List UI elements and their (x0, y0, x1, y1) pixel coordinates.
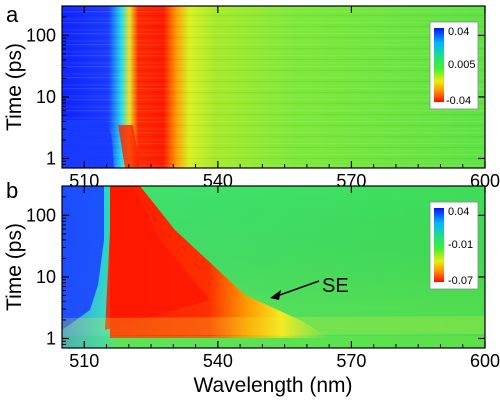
se-arrow (276, 280, 320, 297)
plot-frame-b (61, 185, 486, 349)
colorbar-b-mid: -0.01 (448, 239, 473, 251)
colorbar-a-max: 0.04 (448, 26, 469, 38)
y-tick-label: 100 (26, 205, 56, 225)
y-tick-label: 1 (46, 148, 56, 168)
y-tick-label: 100 (26, 25, 56, 45)
x-tick-label: 510 (69, 351, 99, 371)
plot-frame-a (61, 5, 486, 169)
colorbar-b: 0.04 -0.01 -0.07 (429, 201, 479, 290)
ylabel-a: Time (ps) (3, 43, 26, 131)
panel-b: b 510 540 570 600 1 10 100 Time (ps) Wavelengt… (3, 178, 500, 397)
xlabel: Wavelength (nm) (193, 374, 352, 397)
y-tick-label: 10 (36, 87, 56, 107)
y-tick-label: 10 (36, 267, 56, 287)
x-tick-label: 600 (470, 351, 500, 371)
ticks-b: 510 540 570 600 1 10 100 (26, 185, 500, 371)
se-annotation: SE (270, 275, 349, 300)
colorbar-b-gradient (434, 208, 444, 282)
colorbar-a-mid: 0.005 (448, 59, 476, 71)
colorbar-a-min: -0.04 (446, 95, 471, 107)
se-arrowhead (270, 290, 281, 300)
colorbar-a-gradient (434, 28, 444, 102)
colorbar-b-max: 0.04 (448, 206, 469, 218)
se-label: SE (322, 275, 349, 297)
colorbar-b-min: -0.07 (448, 275, 473, 287)
panel-a-label: a (6, 2, 19, 27)
ylabel-b: Time (ps) (3, 223, 26, 311)
x-tick-label: 540 (203, 351, 233, 371)
y-tick-label: 1 (46, 328, 56, 348)
colorbar-a: 0.04 0.005 -0.04 (429, 21, 479, 110)
heatmap-b (62, 186, 485, 348)
x-tick-label: 570 (336, 351, 366, 371)
heatmap-a (62, 6, 485, 168)
panel-b-label: b (6, 178, 18, 203)
